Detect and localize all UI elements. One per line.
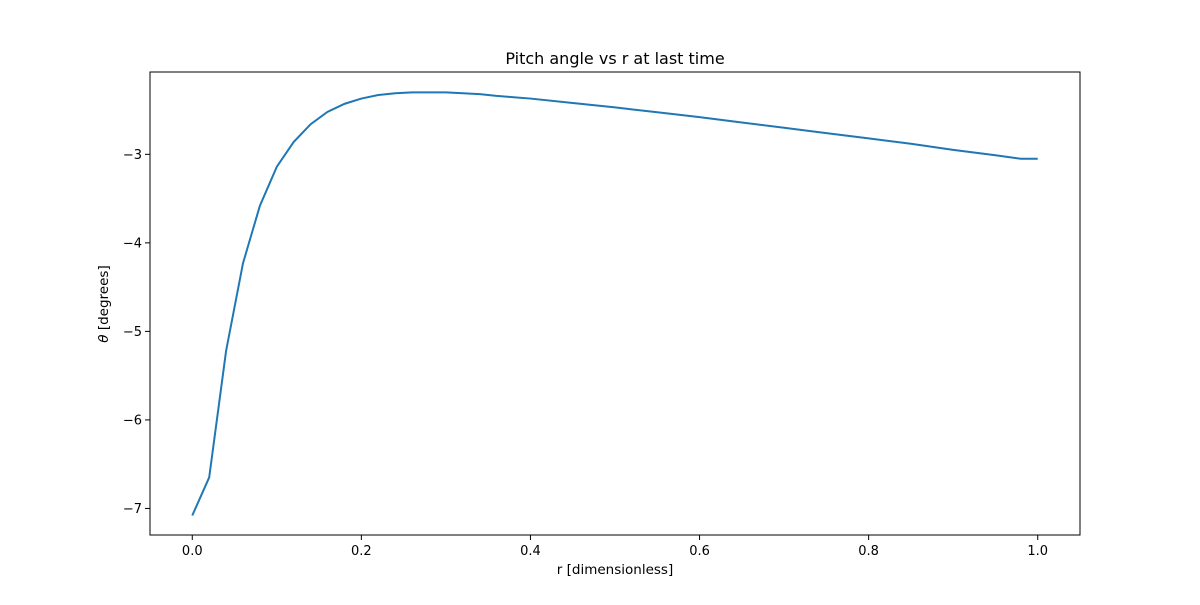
y-tick-label: −5 (123, 325, 142, 340)
x-tick-label: 0.0 (182, 544, 203, 559)
y-tick-label: −7 (123, 502, 142, 517)
x-tick-label: 0.2 (351, 544, 372, 559)
y-tick-label: −4 (123, 236, 142, 251)
x-axis-label: r [dimensionless] (557, 562, 673, 578)
x-tick-label: 1.0 (1027, 544, 1048, 559)
y-axis-label-text: [degrees] (96, 265, 112, 334)
x-axis: 0.0 0.2 0.4 0.6 0.8 1.0 (182, 535, 1048, 559)
series-line (191, 91, 1038, 516)
x-tick-label: 0.6 (689, 544, 710, 559)
y-tick-label: −6 (123, 413, 142, 428)
plot-area (149, 71, 1081, 536)
y-axis-label-symbol: θ (96, 334, 112, 342)
chart-title: Pitch angle vs r at last time (505, 49, 724, 68)
x-tick-label: 0.4 (520, 544, 541, 559)
y-tick-label: −3 (123, 148, 142, 163)
y-axis: −7 −6 −5 −4 −3 (123, 148, 150, 517)
x-tick-label: 0.8 (858, 544, 879, 559)
y-axis-label: θ [degrees] (96, 265, 112, 342)
